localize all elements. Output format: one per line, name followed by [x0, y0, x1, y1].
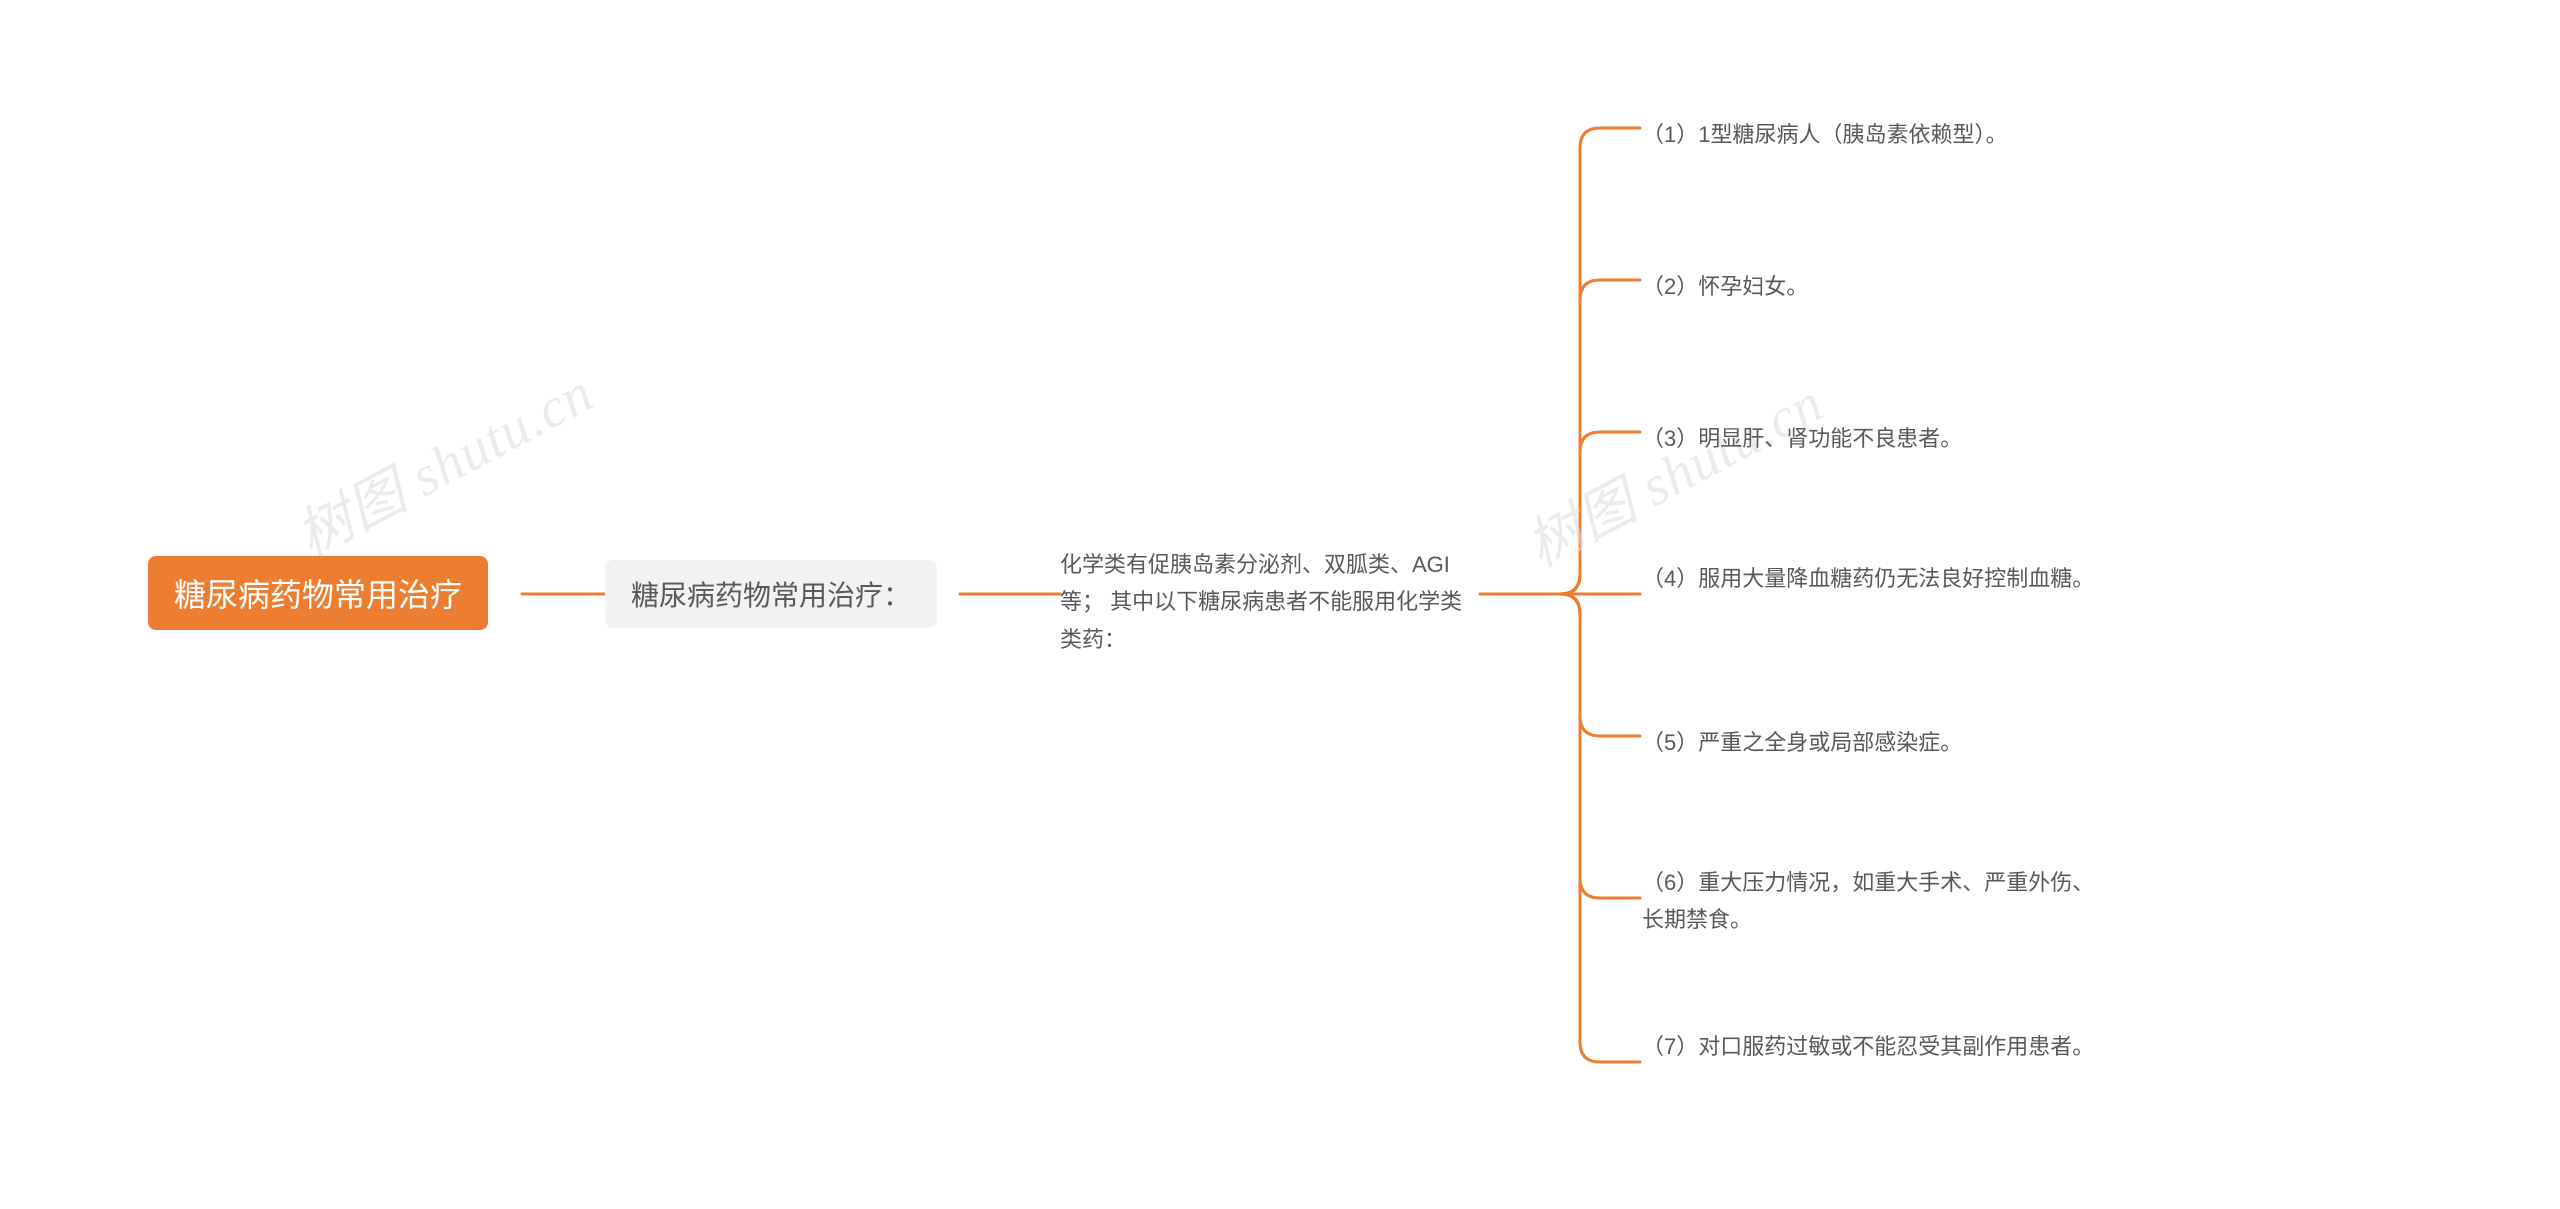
branch-node[interactable]: 糖尿病药物常用治疗：: [605, 560, 937, 628]
middle-text-node[interactable]: 化学类有促胰岛素分泌剂、双胍类、AGI 等； 其中以下糖尿病患者不能服用化学类类…: [1060, 546, 1480, 658]
leaf-node-7[interactable]: （7）对口服药过敏或不能忍受其副作用患者。: [1642, 1028, 2094, 1065]
leaf-label: （4）服用大量降血糖药仍无法良好控制血糖。: [1642, 566, 2094, 591]
connector-leaf-3: [1560, 432, 1640, 594]
root-node[interactable]: 糖尿病药物常用治疗: [148, 556, 488, 630]
leaf-node-3[interactable]: （3）明显肝、肾功能不良患者。: [1642, 420, 1962, 457]
middle-text-content: 化学类有促胰岛素分泌剂、双胍类、AGI 等； 其中以下糖尿病患者不能服用化学类类…: [1060, 552, 1462, 652]
leaf-label: （7）对口服药过敏或不能忍受其副作用患者。: [1642, 1034, 2094, 1059]
connector-leaf-1: [1560, 128, 1640, 594]
leaf-label: （6）重大压力情况，如重大手术、严重外伤、长期禁食。: [1642, 870, 2094, 932]
mindmap-canvas: 树图 shutu.cn 树图 shutu.cn 糖尿病药物常用治疗 糖尿病药物常…: [0, 0, 2560, 1209]
leaf-node-1[interactable]: （1）1型糖尿病人（胰岛素依赖型）。: [1642, 116, 2007, 153]
leaf-node-5[interactable]: （5）严重之全身或局部感染症。: [1642, 724, 1962, 761]
watermark-1: 树图 shutu.cn: [280, 348, 605, 572]
leaf-node-2[interactable]: （2）怀孕妇女。: [1642, 268, 1808, 305]
branch-label: 糖尿病药物常用治疗：: [631, 574, 911, 614]
leaf-label: （2）怀孕妇女。: [1642, 274, 1808, 299]
leaf-label: （5）严重之全身或局部感染症。: [1642, 730, 1962, 755]
connector-leaf-7: [1560, 594, 1640, 1062]
connector-leaf-5: [1560, 594, 1640, 736]
leaf-node-4[interactable]: （4）服用大量降血糖药仍无法良好控制血糖。: [1642, 560, 2094, 597]
connector-leaf-2: [1560, 280, 1640, 594]
leaf-node-6[interactable]: （6）重大压力情况，如重大手术、严重外伤、长期禁食。: [1642, 864, 2102, 939]
leaf-label: （1）1型糖尿病人（胰岛素依赖型）。: [1642, 122, 2007, 147]
leaf-label: （3）明显肝、肾功能不良患者。: [1642, 426, 1962, 451]
connector-leaf-6: [1560, 594, 1640, 898]
root-label: 糖尿病药物常用治疗: [174, 570, 462, 616]
watermark-2: 树图 shutu.cn: [1510, 358, 1835, 582]
